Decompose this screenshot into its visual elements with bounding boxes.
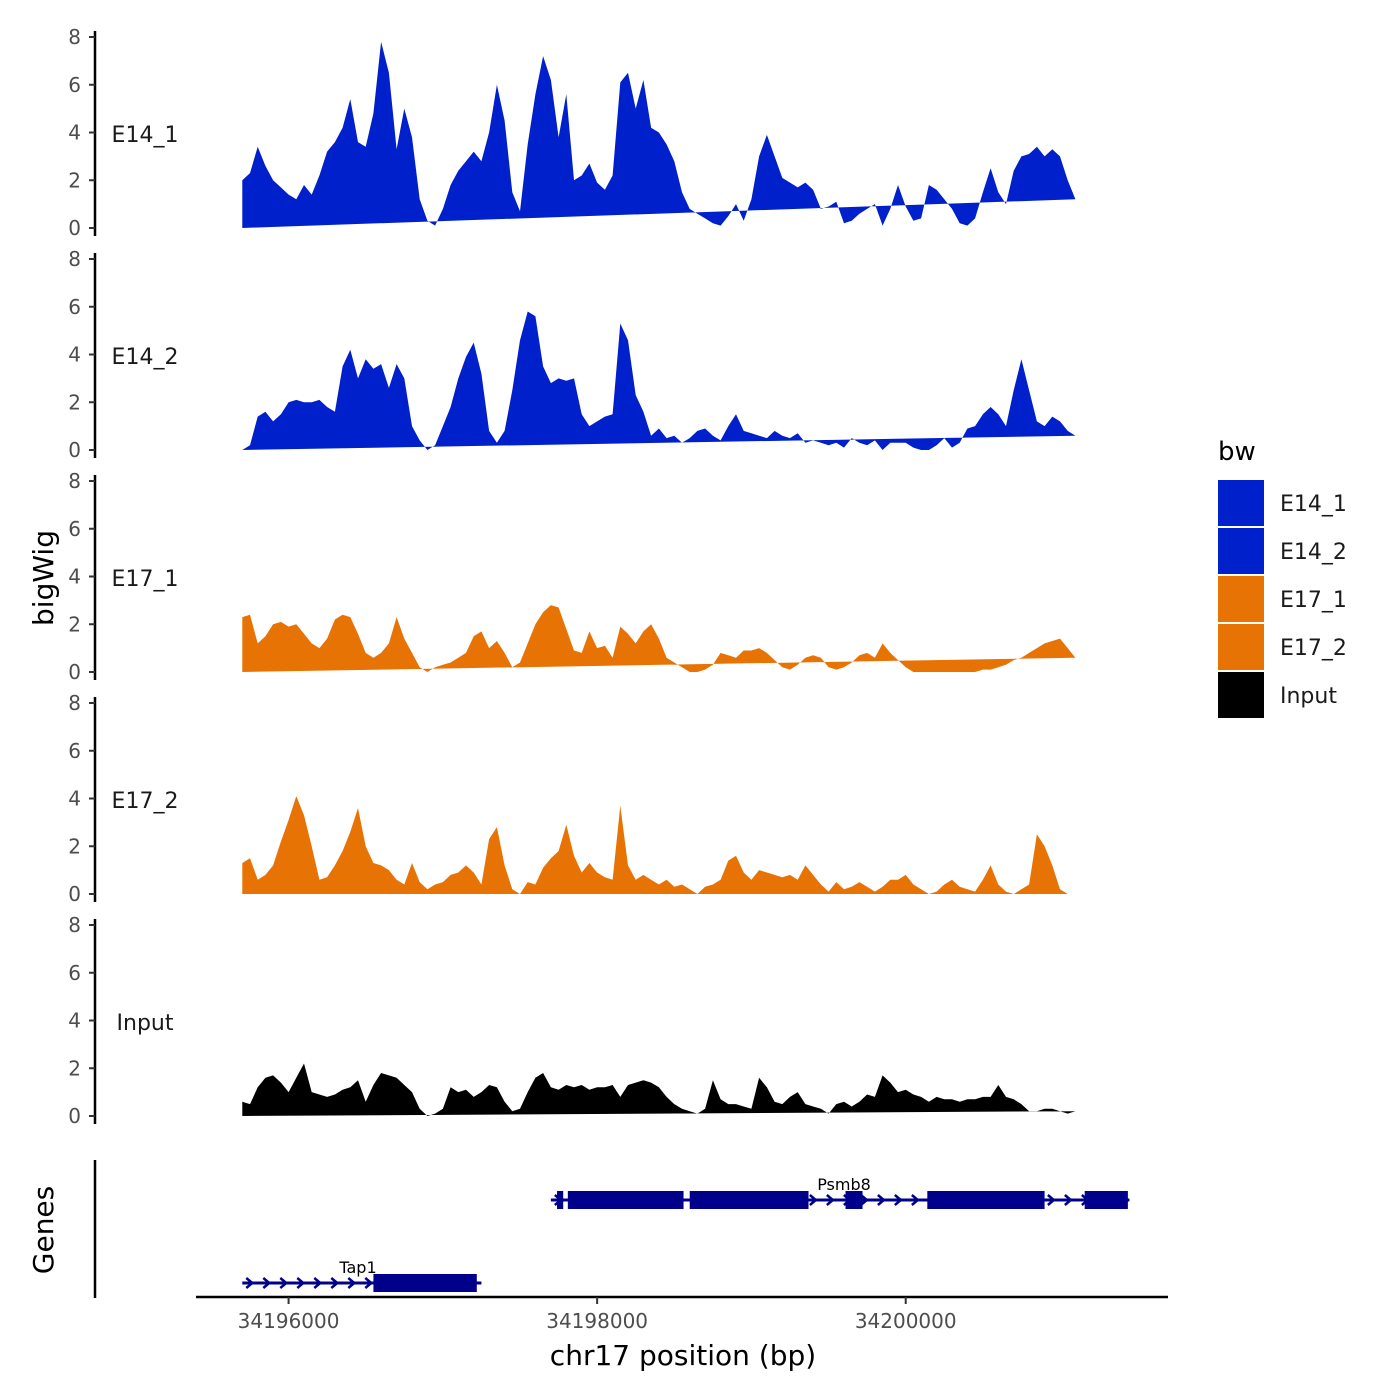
x-axis: 34196000 34198000 34200000 — [196, 1295, 1168, 1333]
y-tick-label: 8 — [68, 691, 81, 715]
strand-arrow — [826, 1194, 835, 1206]
y-tick-label: 4 — [68, 787, 81, 811]
legend-swatch — [1218, 480, 1264, 526]
y-tick-label: 0 — [68, 1104, 81, 1128]
strand-arrow — [347, 1277, 357, 1289]
y-tick-label: 6 — [68, 739, 81, 763]
strand-arrow — [877, 1194, 886, 1206]
gene-tap1: Tap1 — [242, 1258, 482, 1292]
legend-title: bw — [1218, 437, 1256, 467]
y-tick-label: 4 — [68, 565, 81, 589]
gene-exon — [373, 1274, 477, 1292]
y-tick-label: 8 — [68, 469, 81, 493]
gene-exon — [567, 1191, 684, 1209]
genes-axis-title: Genes — [27, 1186, 60, 1274]
y-tick-label: 2 — [68, 834, 81, 858]
strand-arrow — [296, 1277, 306, 1289]
y-tick-label: 2 — [68, 612, 81, 636]
strand-arrow — [894, 1194, 903, 1206]
strand-arrow — [364, 1277, 374, 1289]
x-tick-label: 34200000 — [855, 1309, 957, 1333]
track-label: E17_1 — [112, 567, 179, 592]
legend-item-e17-1: E17_1 — [1218, 576, 1347, 622]
strand-arrow — [860, 1194, 869, 1206]
gene-exon — [557, 1191, 564, 1209]
y-tick-label: 8 — [68, 247, 81, 271]
strand-arrow — [262, 1277, 272, 1289]
strand-arrow — [1064, 1194, 1073, 1206]
y-tick-label: 8 — [68, 913, 81, 937]
y-axis-title: bigWig — [27, 530, 60, 626]
x-tick-label: 34196000 — [238, 1309, 340, 1333]
y-tick-label: 6 — [68, 73, 81, 97]
strand-arrow — [1047, 1194, 1056, 1206]
legend-item-e17-2: E17_2 — [1218, 624, 1347, 670]
legend: bw E14_1 E14_2 E17_1 E17_2 Input — [1218, 437, 1347, 718]
y-tick-label: 2 — [68, 390, 81, 414]
y-tick-label: 2 — [68, 1056, 81, 1080]
track-label: Input — [117, 1011, 174, 1036]
strand-arrow — [330, 1277, 340, 1289]
x-axis-title: chr17 position (bp) — [550, 1339, 816, 1372]
y-tick-label: 8 — [68, 25, 81, 49]
gene-label: Tap1 — [338, 1258, 376, 1277]
gene-exon — [845, 1191, 863, 1209]
coverage-area — [242, 41, 1076, 228]
track-e17-1: 0 2 4 6 8 E17_1 — [68, 469, 1076, 684]
y-tick-label: 4 — [68, 121, 81, 145]
track-label: E17_2 — [112, 789, 179, 814]
y-tick-label: 6 — [68, 517, 81, 541]
gene-exon — [927, 1191, 1045, 1209]
track-e17-2: 0 2 4 6 8 E17_2 — [68, 691, 1076, 906]
legend-swatch — [1218, 576, 1264, 622]
legend-label: E14_1 — [1280, 492, 1347, 517]
gene-track: Tap1 Psmb8 — [93, 1160, 1130, 1298]
legend-label: E17_2 — [1280, 636, 1347, 661]
x-tick-label: 34198000 — [546, 1309, 648, 1333]
strand-arrow — [911, 1194, 920, 1206]
y-tick-label: 2 — [68, 168, 81, 192]
legend-label: E14_2 — [1280, 540, 1347, 565]
coverage-area — [242, 1063, 1076, 1116]
y-tick-label: 4 — [68, 1009, 81, 1033]
track-input: 0 2 4 6 8 Input — [68, 913, 1076, 1128]
legend-swatch — [1218, 528, 1264, 574]
legend-label: Input — [1280, 684, 1337, 709]
y-tick-label: 0 — [68, 438, 81, 462]
coverage-tracks: 0 2 4 6 8 E14_1 0 2 4 6 8 E14_2 0 2 4 6 8 E17_1 0 2 4 6 8 E17_2… — [68, 25, 1076, 1128]
gene-exon — [1084, 1191, 1128, 1209]
y-tick-label: 4 — [68, 343, 81, 367]
gene-label: Psmb8 — [817, 1175, 871, 1194]
legend-swatch — [1218, 624, 1264, 670]
legend-item-e14-1: E14_1 — [1218, 480, 1347, 526]
strand-arrow — [279, 1277, 289, 1289]
legend-item-input: Input — [1218, 672, 1337, 718]
y-tick-label: 0 — [68, 882, 81, 906]
coverage-area — [242, 605, 1076, 672]
legend-item-e14-2: E14_2 — [1218, 528, 1347, 574]
legend-label: E17_1 — [1280, 588, 1347, 613]
track-e14-2: 0 2 4 6 8 E14_2 — [68, 247, 1076, 462]
strand-arrow — [245, 1277, 255, 1289]
coverage-area — [242, 796, 1076, 894]
track-e14-1: 0 2 4 6 8 E14_1 — [68, 25, 1076, 240]
y-tick-label: 0 — [68, 660, 81, 684]
track-label: E14_2 — [112, 345, 179, 370]
y-tick-label: 0 — [68, 216, 81, 240]
gene-exon — [689, 1191, 809, 1209]
strand-arrow — [809, 1194, 818, 1206]
y-tick-label: 6 — [68, 961, 81, 985]
coverage-area — [242, 311, 1076, 450]
strand-arrow — [313, 1277, 323, 1289]
y-tick-label: 6 — [68, 295, 81, 319]
track-label: E14_1 — [112, 123, 179, 148]
legend-swatch — [1218, 672, 1264, 718]
gene-psmb8: Psmb8 — [550, 1175, 1130, 1209]
